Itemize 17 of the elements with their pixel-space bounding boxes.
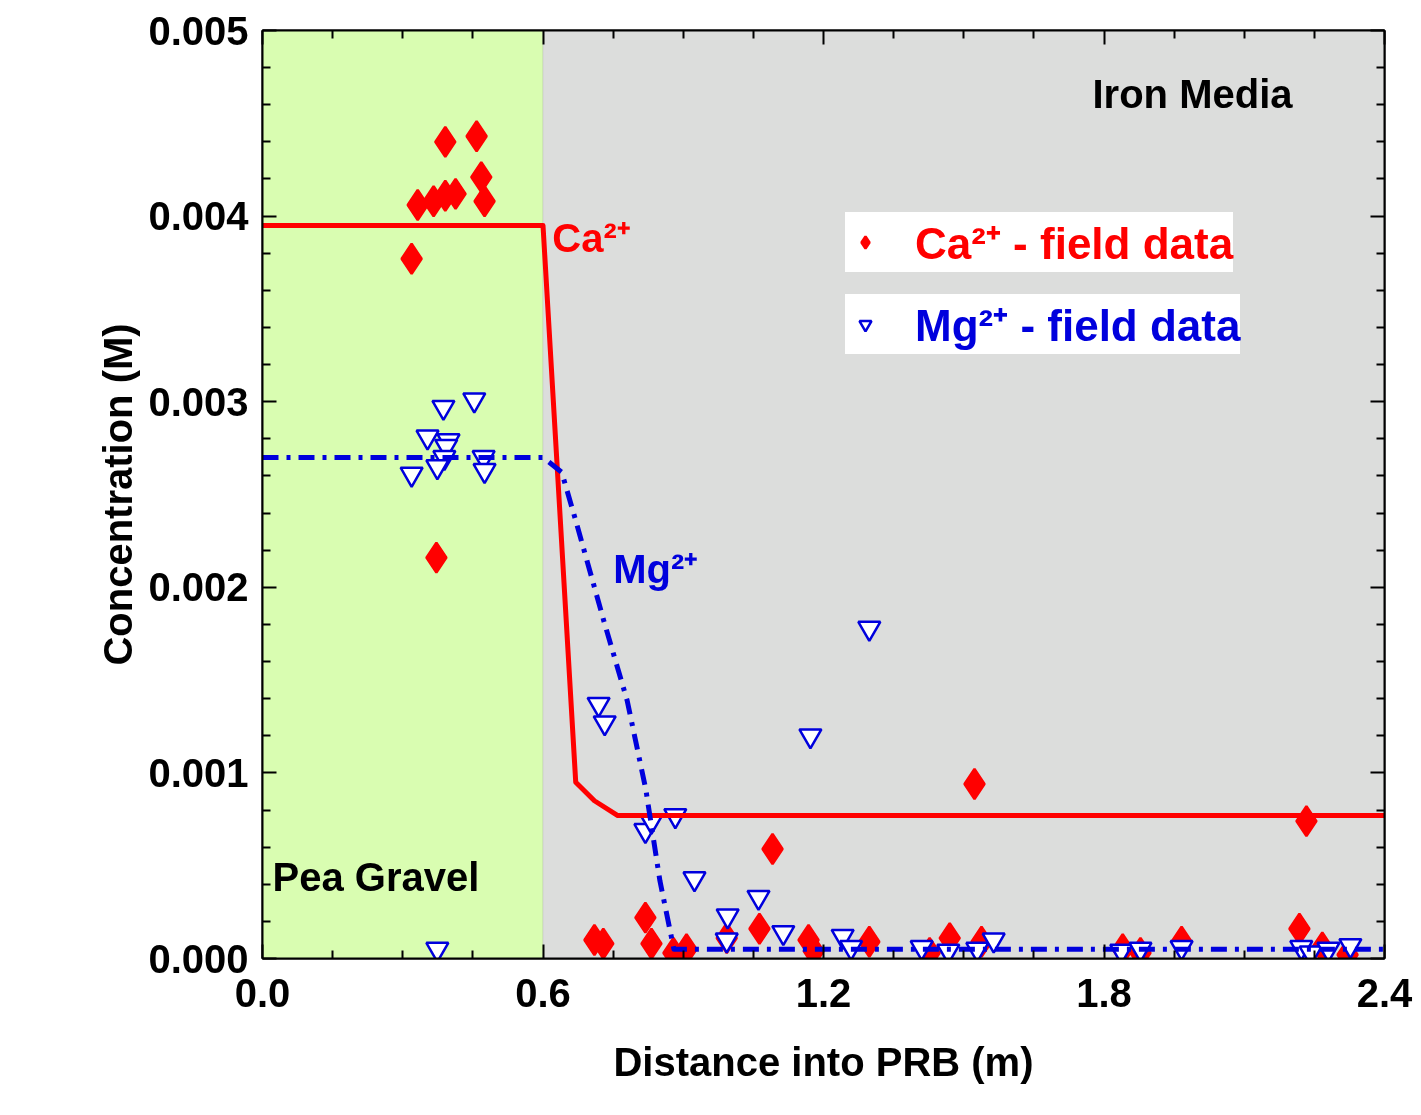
y-axis-title: Concentration (M): [96, 323, 141, 666]
x-tick-label: 1.8: [1076, 970, 1132, 1015]
y-tick-label: 0.003: [148, 379, 249, 424]
x-tick-label: 1.2: [795, 970, 852, 1015]
annotation: Ca²⁺: [552, 216, 631, 261]
y-tick-label: 0.005: [148, 8, 249, 53]
x-tick-label: 0.6: [515, 970, 571, 1015]
legend-label: Ca²⁺ - field data: [915, 218, 1234, 270]
x-axis-title: Distance into PRB (m): [613, 1039, 1034, 1084]
y-tick-label: 0.004: [148, 194, 250, 239]
y-tick-label: 0.002: [148, 565, 249, 610]
band-label: Pea Gravel: [272, 854, 480, 899]
legend-label: Mg²⁺ - field data: [915, 300, 1241, 352]
y-tick-label: 0.001: [148, 750, 249, 795]
annotation: Mg²⁺: [613, 546, 699, 591]
band-label: Iron Media: [1092, 71, 1294, 116]
x-tick-label: 2.4: [1356, 970, 1414, 1015]
